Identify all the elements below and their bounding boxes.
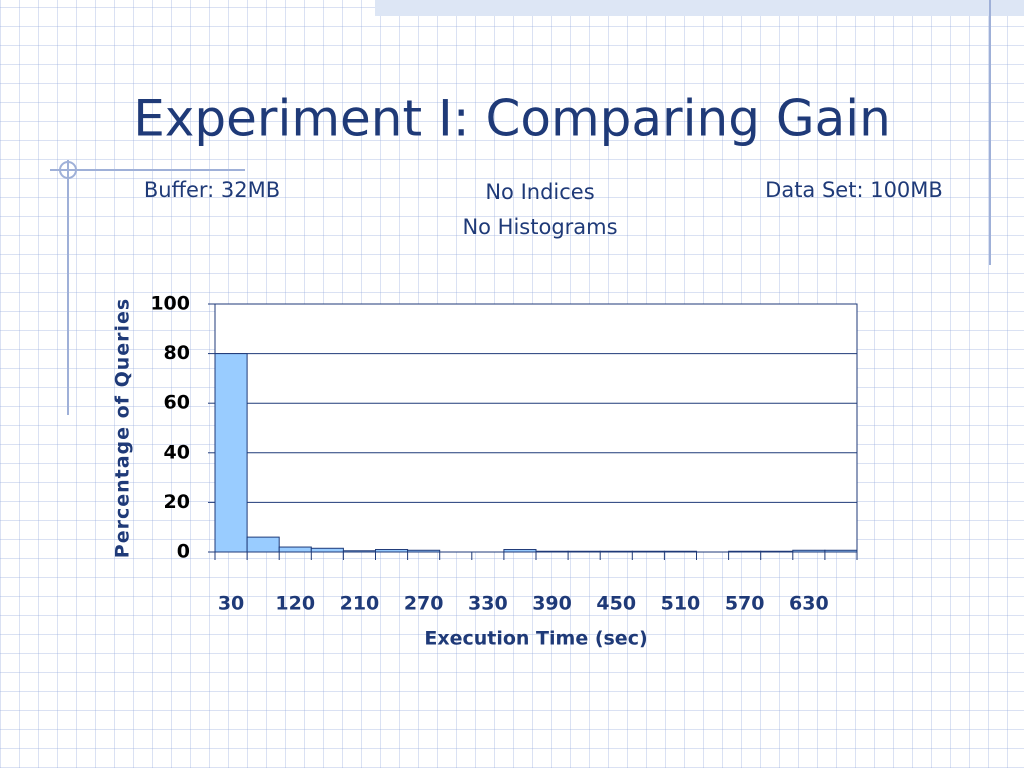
- bar: [728, 550, 762, 553]
- annotation: Data Set: 100MB: [765, 178, 943, 202]
- bar: [760, 550, 794, 553]
- x-tick-label: 630: [789, 593, 829, 615]
- y-tick-label: 100: [150, 293, 190, 315]
- x-tick-label: 510: [661, 593, 701, 615]
- x-tick-label: 30: [218, 593, 244, 615]
- decor-circle: [59, 161, 77, 179]
- bar: [278, 546, 312, 553]
- plot-area: [214, 303, 858, 553]
- bar: [503, 549, 537, 553]
- bar: [310, 547, 344, 553]
- annotation: No Histograms: [462, 215, 617, 239]
- x-tick-label: 270: [404, 593, 444, 615]
- bar: [824, 549, 858, 553]
- header-stripe: [375, 0, 1024, 16]
- x-tick-label: 450: [596, 593, 636, 615]
- bar: [567, 550, 601, 553]
- bar: [535, 550, 569, 553]
- x-tick-label: 120: [275, 593, 315, 615]
- bar: [375, 549, 409, 553]
- x-axis-label: Execution Time (sec): [424, 628, 647, 650]
- y-tick-label: 40: [164, 441, 190, 463]
- bar: [631, 550, 665, 553]
- bar: [246, 536, 280, 553]
- annotation: No Indices: [485, 180, 594, 204]
- bar: [214, 353, 248, 553]
- annotation: Buffer: 32MB: [144, 178, 280, 202]
- x-tick-label: 330: [468, 593, 508, 615]
- slide-title: Experiment I: Comparing Gain: [133, 90, 891, 148]
- y-axis-label: Percentage of Queries: [112, 298, 134, 558]
- bar: [342, 550, 376, 553]
- y-tick-label: 20: [164, 491, 190, 513]
- y-tick-label: 80: [164, 342, 190, 364]
- x-tick-label: 390: [532, 593, 572, 615]
- y-tick-label: 60: [164, 392, 190, 414]
- bar: [599, 550, 633, 553]
- bar: [407, 549, 441, 553]
- y-tick-label: 0: [177, 541, 190, 563]
- x-tick-label: 210: [340, 593, 380, 615]
- bar: [663, 550, 698, 553]
- x-tick-label: 570: [725, 593, 765, 615]
- bar: [792, 549, 826, 553]
